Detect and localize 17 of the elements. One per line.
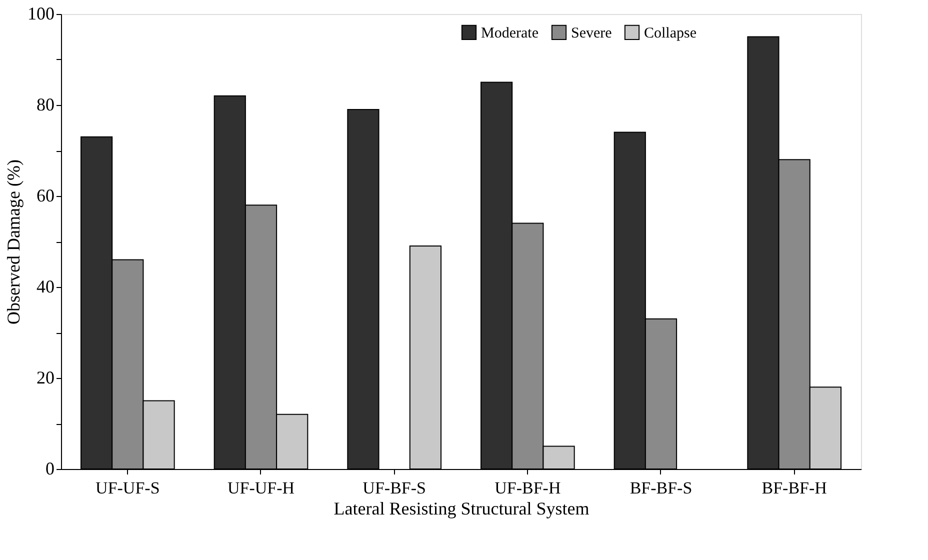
x-tick-label: UF-UF-H	[227, 478, 295, 498]
x-tick-label: UF-BF-H	[494, 478, 561, 498]
y-tick-label: 100	[28, 4, 54, 24]
legend-label: Moderate	[481, 25, 539, 42]
y-tick-label: 20	[36, 368, 54, 388]
y-tick-label: 60	[36, 186, 54, 206]
x-axis-title: Lateral Resisting Structural System	[334, 498, 590, 518]
x-tick-label: UF-BF-S	[362, 478, 426, 498]
x-tick-label: UF-UF-S	[96, 478, 160, 498]
y-tick-label: 80	[36, 94, 54, 114]
x-tick-label: BF-BF-H	[762, 478, 827, 498]
y-tick-label: 40	[36, 276, 54, 296]
x-tick-label: BF-BF-S	[630, 478, 692, 498]
legend-label: Collapse	[644, 25, 697, 42]
y-axis-title: Observed Damage (%)	[4, 160, 24, 324]
legend-label: Severe	[571, 25, 612, 42]
y-tick-label: 0	[46, 458, 54, 478]
